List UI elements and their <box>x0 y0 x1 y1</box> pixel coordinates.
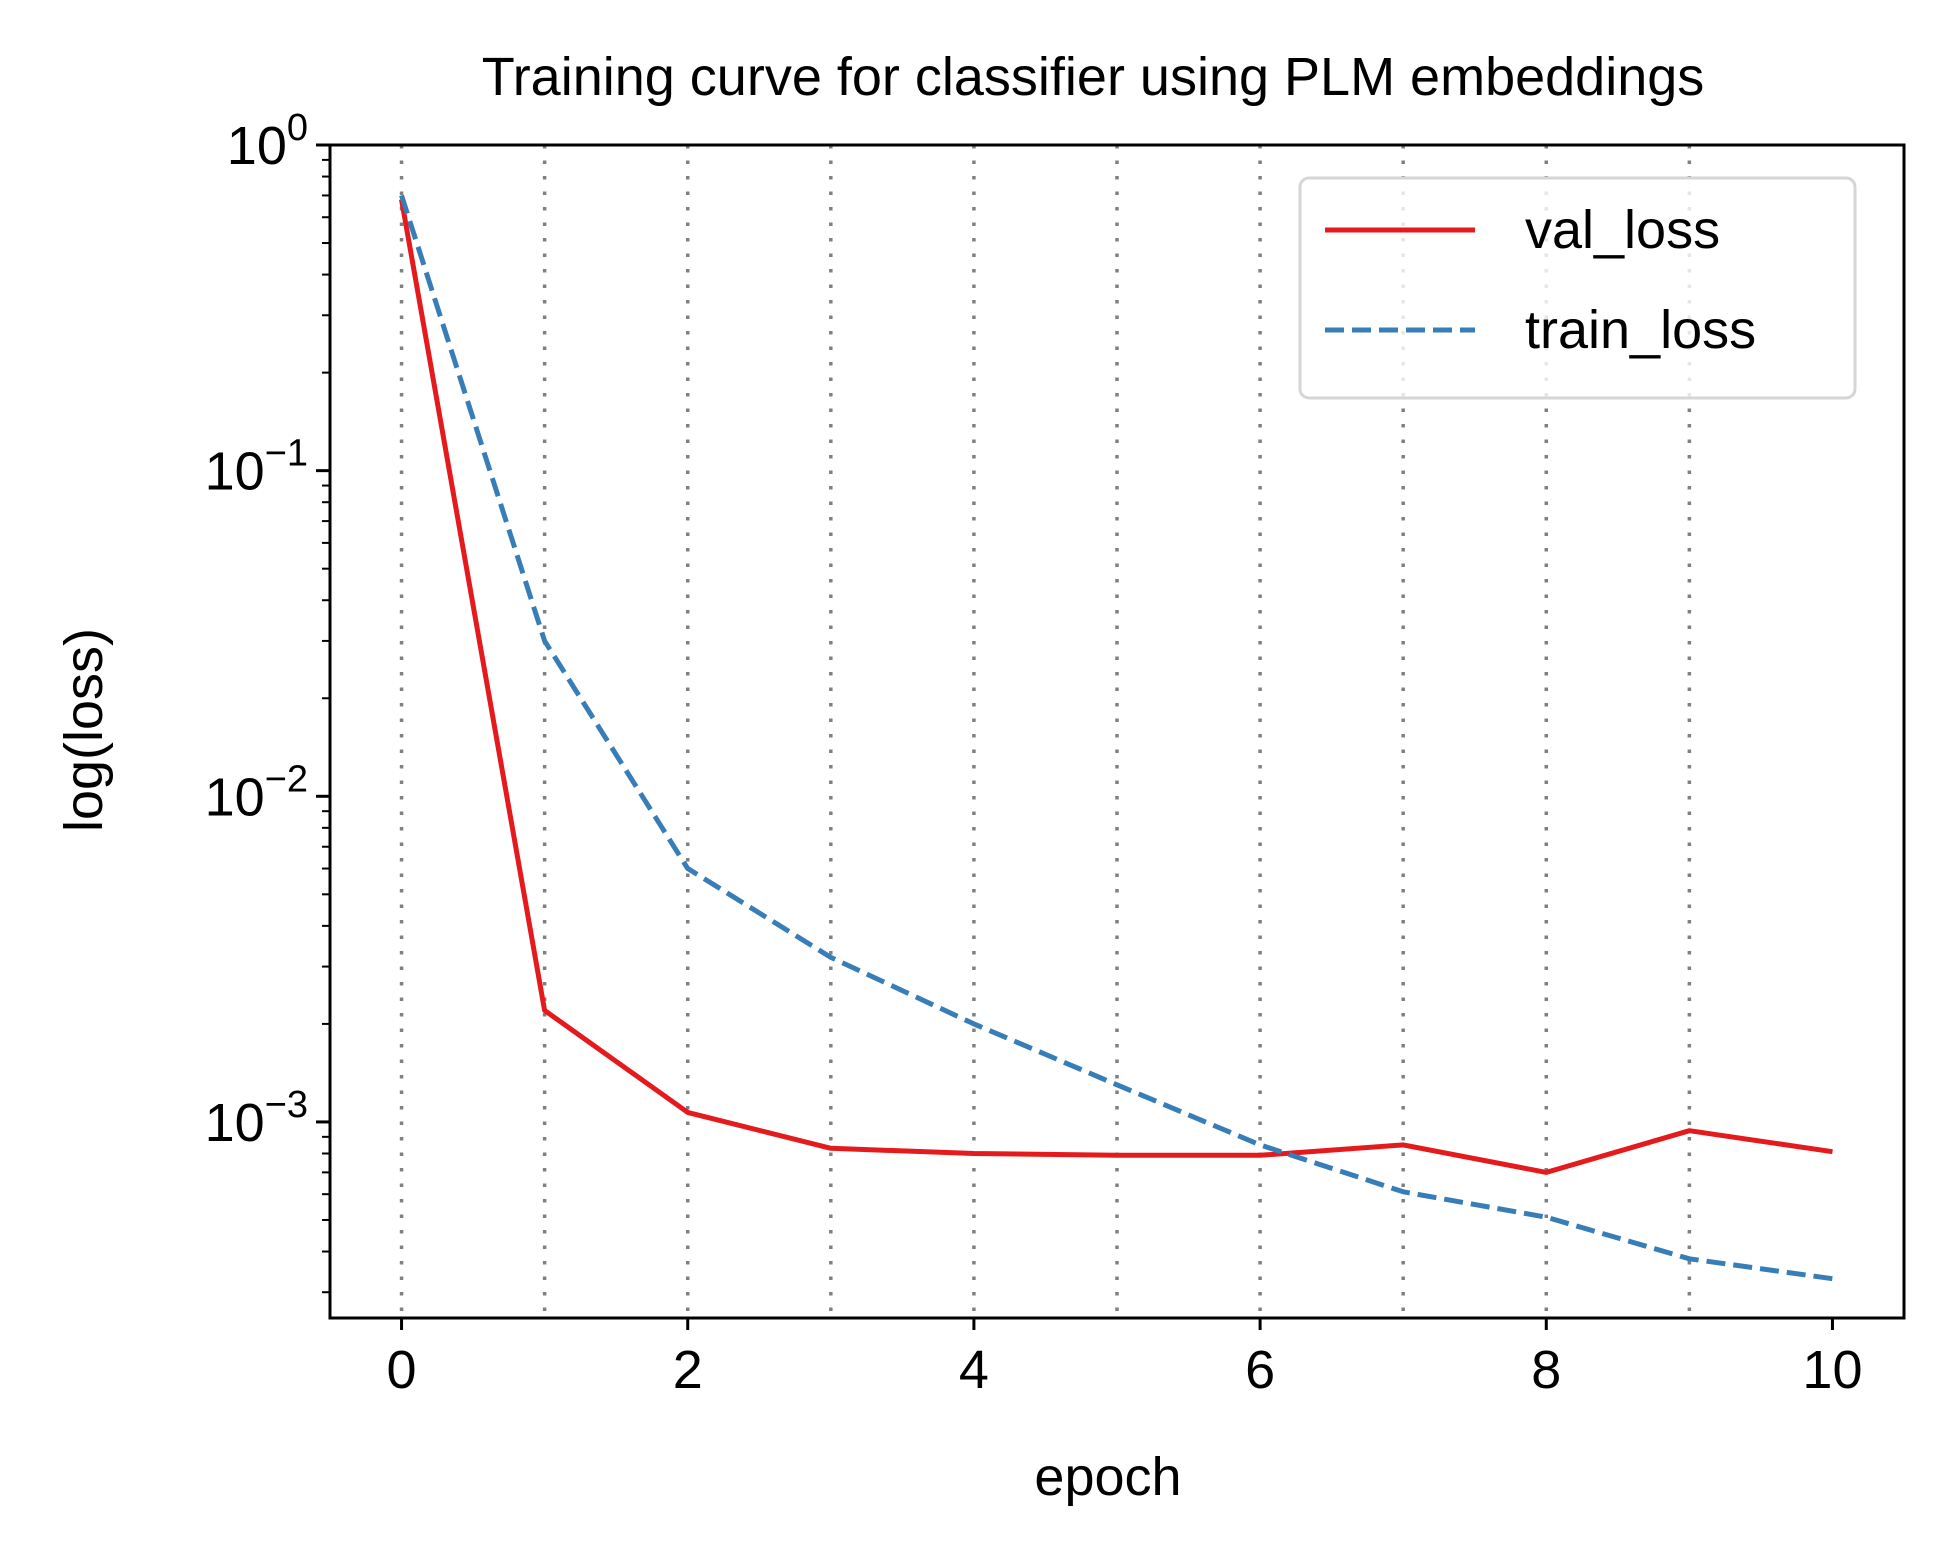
x-tick-label-8: 8 <box>1531 1340 1561 1400</box>
y-axis-label: log(loss) <box>54 628 114 832</box>
x-tick-label-4: 4 <box>959 1340 989 1400</box>
chart-title: Training curve for classifier using PLM … <box>482 47 1705 107</box>
legend-label-train-loss: train_loss <box>1525 300 1756 360</box>
series-layer <box>399 194 1833 1282</box>
y-tick-label: 10−2 <box>205 758 308 827</box>
legend-label-val-loss: val_loss <box>1525 200 1720 260</box>
plot-frame <box>328 143 1906 1320</box>
grid-layer <box>399 145 1692 1318</box>
series-line-train-loss <box>399 194 1833 1282</box>
x-tick-label-6: 6 <box>1245 1340 1275 1400</box>
legend-box <box>1298 176 1857 400</box>
series-line-val-loss <box>399 199 1833 1175</box>
x-axis-label: epoch <box>1034 1447 1181 1507</box>
y-tick-label: 10−3 <box>205 1084 308 1153</box>
y-tick-label: 100 <box>227 107 308 176</box>
x-tick-label-0: 0 <box>387 1340 417 1400</box>
x-tick-label-10: 10 <box>1802 1340 1862 1400</box>
legend: val_loss train_loss <box>1298 176 1857 400</box>
x-tick-label-2: 2 <box>673 1340 703 1400</box>
y-tick-label: 10−1 <box>205 433 308 502</box>
tick-layer: 0 2 4 6 8 10 100 10−1 10−2 10−3 <box>205 107 1863 1400</box>
